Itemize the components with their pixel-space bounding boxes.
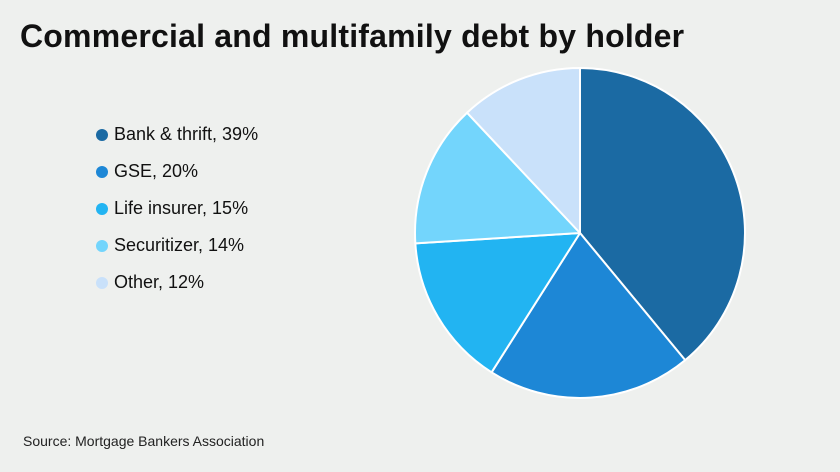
legend-label: Securitizer, 14%	[114, 235, 245, 255]
pie-slice-securitizer	[414, 111, 581, 245]
chart-legend: Bank & thrift, 39% GSE, 20% Life insurer…	[96, 116, 258, 301]
legend-label: Life insurer, 15%	[114, 198, 249, 218]
legend-item-gse: GSE, 20%	[96, 153, 258, 190]
legend-item-life-insurer: Life insurer, 15%	[96, 190, 258, 227]
legend-label: Bank & thrift, 39%	[114, 124, 259, 144]
pie-slice-life-insurer	[414, 232, 581, 374]
legend-swatch	[96, 202, 108, 215]
pie-slice-bank-thrift	[579, 67, 746, 362]
pie-slice-other	[466, 67, 581, 234]
legend-label: Other, 12%	[114, 272, 205, 292]
legend-label: GSE, 20%	[114, 161, 199, 181]
legend-swatch	[96, 276, 108, 289]
legend-swatch	[96, 239, 108, 252]
legend-swatch	[96, 165, 108, 178]
legend-item-securitizer: Securitizer, 14%	[96, 227, 258, 264]
legend-item-bank-thrift: Bank & thrift, 39%	[96, 116, 258, 153]
pie-slice-gse	[490, 232, 687, 399]
chart-title: Commercial and multifamily debt by holde…	[20, 18, 685, 54]
legend-swatch	[96, 128, 108, 141]
legend-item-other: Other, 12%	[96, 264, 258, 301]
source-note: Source: Mortgage Bankers Association	[23, 433, 265, 449]
